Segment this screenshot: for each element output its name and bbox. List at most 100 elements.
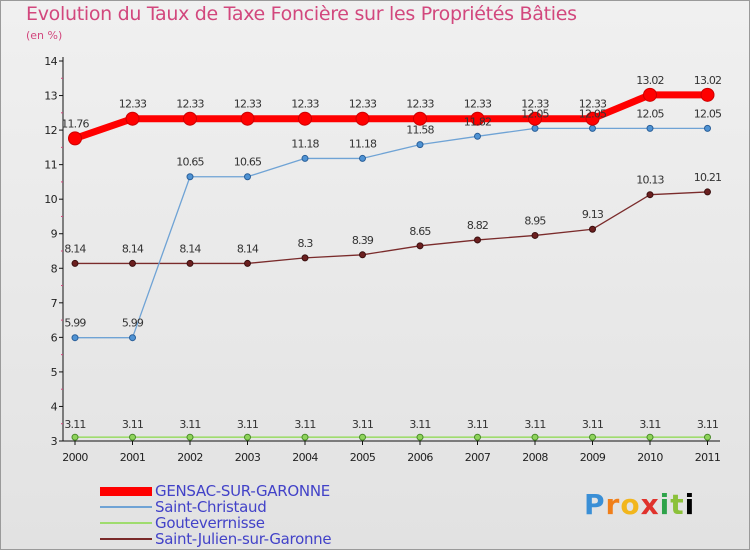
data-point: [474, 236, 481, 244]
x-tick-label: 2009: [580, 451, 606, 464]
data-point: [531, 433, 539, 441]
y-tick-label: 10: [44, 193, 57, 206]
data-label: 13.02: [636, 74, 664, 87]
data-point: [700, 87, 715, 102]
y-tick-label: 12: [44, 124, 57, 137]
data-point: [589, 433, 596, 441]
data-point: [643, 87, 657, 102]
data-label: 3.11: [524, 418, 545, 431]
y-tick-label: 8: [51, 262, 58, 275]
legend-label: Gouteverrnisse: [155, 514, 265, 532]
data-label: 12.33: [234, 98, 262, 111]
data-label: 12.33: [349, 98, 377, 111]
data-label: 12.33: [291, 98, 319, 111]
data-point: [585, 111, 600, 126]
data-label: 12.33: [119, 98, 147, 111]
x-tick-label: 2010: [637, 451, 663, 464]
data-label: 12.05: [521, 107, 549, 120]
data-label: 12.05: [636, 107, 664, 120]
data-point: [416, 433, 424, 441]
data-label: 13.02: [694, 74, 722, 87]
y-tick-label: 11: [44, 159, 57, 172]
legend: GENSAC-SUR-GARONNE Saint-Christaud Gouteve…: [100, 482, 332, 548]
data-point: [244, 433, 251, 441]
data-label: 10.65: [176, 156, 204, 169]
legend-item: Gouteverrnisse: [100, 514, 331, 532]
legend-label: GENSAC-SUR-GARONNE: [155, 482, 330, 500]
data-label: 8.65: [409, 225, 431, 238]
data-label: 10.13: [636, 174, 664, 187]
y-tick-label: 14: [44, 55, 57, 68]
legend-swatch: [100, 538, 152, 540]
y-tick-label: 9: [51, 228, 58, 241]
data-label: 12.33: [464, 98, 492, 111]
data-point: [298, 111, 312, 126]
data-point: [528, 111, 542, 126]
data-label: 8.95: [524, 214, 546, 227]
data-label: 8.82: [467, 219, 488, 232]
logo-letter: P: [584, 488, 606, 521]
data-label: 10.21: [694, 171, 722, 184]
logo-letter: o: [620, 488, 641, 521]
chart-title: Evolution du Taux de Taxe Foncière sur l…: [26, 3, 577, 25]
data-point: [589, 124, 596, 132]
y-tick-label: 5: [51, 366, 58, 379]
legend-swatch: [100, 486, 152, 496]
x-tick-label: 2007: [465, 451, 491, 464]
data-label: 3.11: [179, 418, 200, 431]
data-point: [416, 242, 424, 250]
legend-swatch: [100, 506, 152, 508]
x-tick-label: 2001: [120, 451, 146, 464]
x-tick-label: 2002: [177, 451, 203, 464]
x-tick-label: 2011: [695, 451, 721, 464]
legend-item: Saint-Christaud: [100, 498, 331, 516]
data-point: [301, 433, 309, 441]
data-point: [186, 433, 194, 441]
data-label: 5.99: [64, 317, 86, 330]
data-label: 8.39: [352, 234, 374, 247]
data-label: 8.14: [237, 242, 259, 255]
data-point: [704, 433, 711, 441]
data-point: [416, 141, 424, 149]
series-line-0: [71, 91, 711, 142]
logo-letter: t: [670, 488, 685, 521]
data-point: [71, 334, 79, 342]
data-label: 3.11: [237, 418, 258, 431]
data-label: 3.11: [352, 418, 373, 431]
legend-item: Saint-Julien-sur-Garonne: [100, 530, 332, 548]
data-point: [240, 111, 255, 126]
data-point: [301, 254, 309, 262]
x-tick-label: 2008: [522, 451, 548, 464]
data-point: [474, 132, 481, 140]
data-point: [589, 225, 596, 233]
data-point: [704, 124, 711, 132]
data-point: [531, 231, 539, 239]
y-tick-label: 3: [51, 435, 58, 448]
proxiti-logo: Proxiti: [584, 488, 695, 521]
data-label: 11.82: [464, 115, 492, 128]
data-point: [129, 334, 136, 342]
logo-letter: x: [640, 488, 660, 521]
data-label: 3.11: [64, 418, 85, 431]
data-label: 10.65: [234, 156, 262, 169]
data-label: 8.14: [122, 242, 144, 255]
data-point: [183, 111, 197, 126]
legend-label: Saint-Julien-sur-Garonne: [155, 530, 332, 548]
data-label: 3.11: [697, 418, 718, 431]
y-tick-label: 4: [51, 400, 58, 413]
data-label: 3.11: [409, 418, 430, 431]
data-label: 12.33: [176, 98, 204, 111]
data-point: [301, 154, 309, 162]
data-point: [186, 173, 194, 181]
data-label: 3.11: [582, 418, 603, 431]
logo-letter: i: [684, 488, 696, 521]
data-point: [413, 111, 427, 126]
data-label: 3.11: [467, 418, 488, 431]
data-label: 8.3: [297, 237, 313, 250]
data-point: [646, 124, 654, 132]
y-tick-label: 6: [51, 331, 58, 344]
data-label: 12.05: [694, 107, 722, 120]
data-label: 11.58: [406, 124, 434, 137]
data-point: [531, 124, 539, 132]
